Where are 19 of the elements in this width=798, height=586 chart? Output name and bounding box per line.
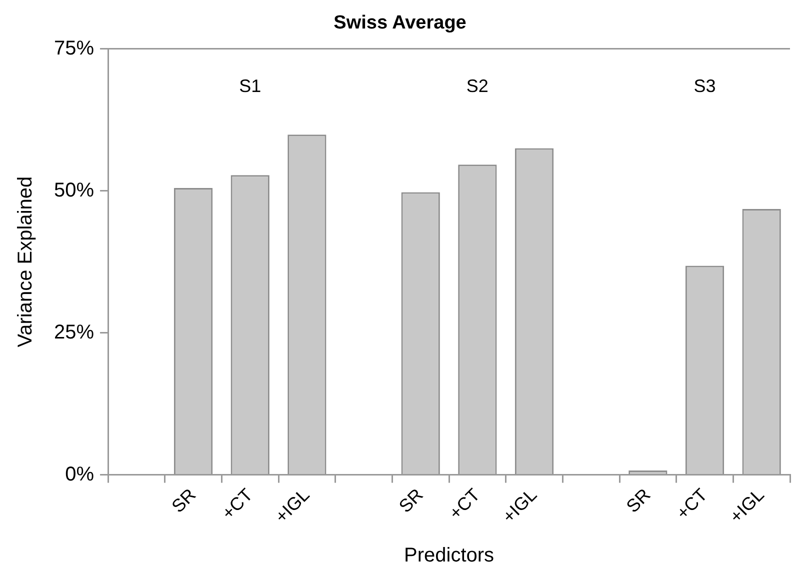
- annotation: S3: [694, 76, 716, 96]
- x-tick-label: SR: [395, 484, 427, 516]
- x-axis-title: Predictors: [404, 544, 494, 567]
- y-axis-title: Variance Explained: [14, 176, 37, 348]
- y-tick-label: 0%: [65, 463, 94, 486]
- x-tick-label: +IGL: [498, 484, 541, 527]
- y-tick-label: 50%: [54, 179, 94, 202]
- y-tick-label: 75%: [54, 37, 94, 60]
- x-tick-label: +CT: [445, 484, 484, 524]
- x-tick-label: +CT: [672, 484, 712, 524]
- x-tick-label: +IGL: [271, 484, 314, 527]
- y-tick-label: 25%: [54, 321, 94, 344]
- x-tick-label: SR: [622, 484, 654, 516]
- annotation: S2: [466, 76, 488, 96]
- annotation: S1: [239, 76, 262, 96]
- chart-title: Swiss Average: [334, 12, 466, 34]
- x-tick-label: +CT: [218, 484, 256, 524]
- x-tick-label: +IGL: [726, 484, 768, 527]
- x-tick-label: SR: [168, 484, 200, 516]
